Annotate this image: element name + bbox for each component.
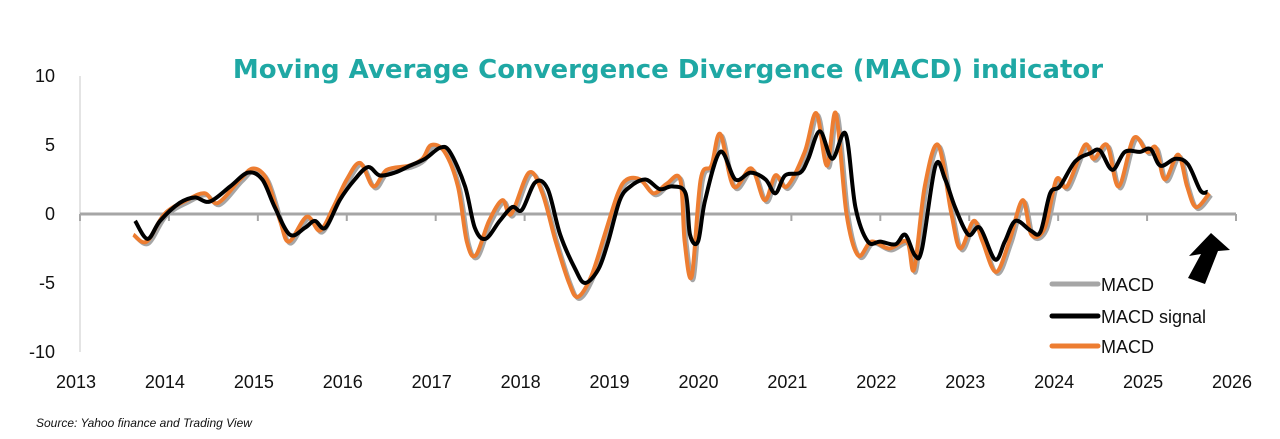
legend-label: MACD	[1101, 275, 1154, 295]
series-macd-gray-line	[134, 112, 1213, 301]
x-tick-label: 2024	[1034, 372, 1074, 392]
x-tick-label: 2013	[56, 372, 96, 392]
series-lines	[132, 110, 1213, 301]
x-axis: 2013 2014 2015 2016 2017 2018 2019 2020 2021 2022…	[56, 212, 1252, 392]
y-tick-label: -10	[29, 342, 55, 362]
x-tick-label: 2023	[945, 372, 985, 392]
x-tick-label: 2016	[323, 372, 363, 392]
legend-label: MACD	[1101, 337, 1154, 357]
y-tick-label: -5	[39, 273, 55, 293]
annotation-arrow-icon	[1188, 233, 1230, 284]
x-tick-label: 2020	[678, 372, 718, 392]
y-tick-label: 0	[45, 204, 55, 224]
x-tick-label: 2018	[501, 372, 541, 392]
x-tick-label: 2015	[234, 372, 274, 392]
chart-title: Moving Average Convergence Divergence (M…	[233, 55, 1103, 85]
legend: MACD MACD signal MACD	[1049, 275, 1206, 357]
x-tick-label: 2017	[412, 372, 452, 392]
y-tick-label: 5	[45, 135, 55, 155]
x-tick-label: 2019	[590, 372, 630, 392]
source-note: Source: Yahoo finance and Trading View	[36, 416, 253, 430]
legend-label: MACD signal	[1101, 307, 1206, 327]
series-macd-signal-line	[133, 129, 1208, 285]
y-axis: 10 5 0 -5 -10	[29, 66, 81, 362]
x-tick-label: 2026	[1212, 372, 1252, 392]
x-tick-label: 2022	[856, 372, 896, 392]
x-tick-label: 2014	[145, 372, 185, 392]
x-tick-label: 2021	[767, 372, 807, 392]
y-tick-label: 10	[35, 66, 55, 86]
x-tick-label: 2025	[1123, 372, 1163, 392]
